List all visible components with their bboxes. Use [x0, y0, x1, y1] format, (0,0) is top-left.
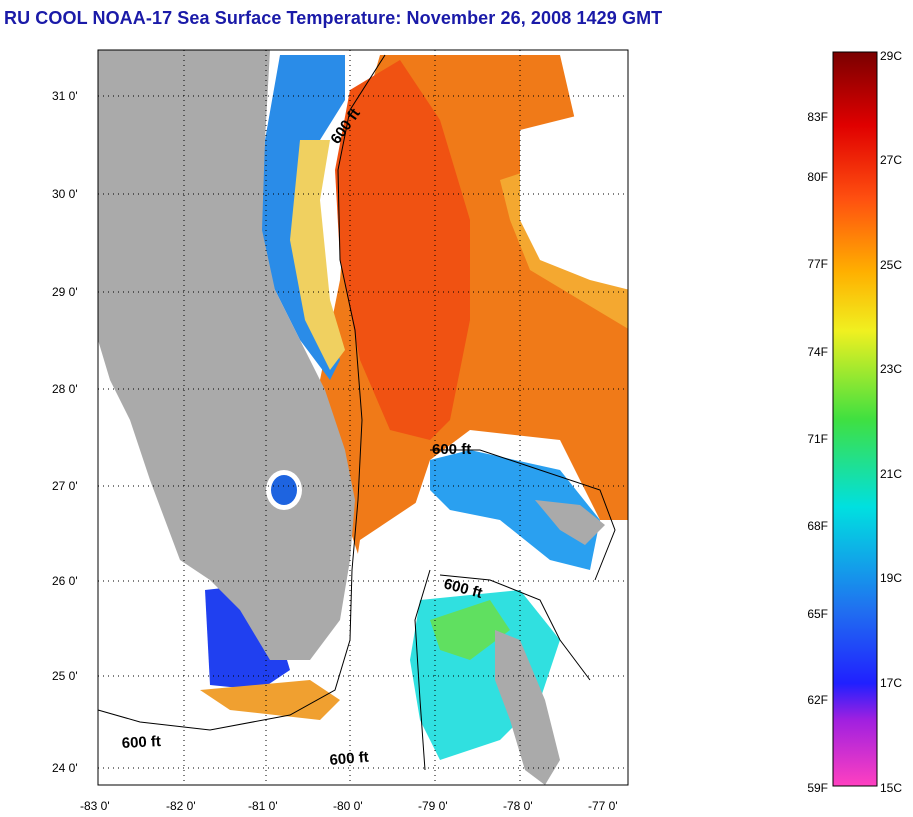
plot-frame [97, 49, 629, 786]
colorbar-label-f: 77F [807, 257, 828, 271]
colorbar-label-f: 62F [807, 693, 828, 707]
grid [98, 50, 628, 785]
lake-okeechobee [271, 475, 297, 505]
lon-tick-label: -78 0' [503, 799, 533, 813]
contour-600ft-west [97, 54, 386, 731]
lat-tick-label: 30 0' [52, 187, 78, 201]
lat-tick-label: 29 0' [52, 285, 78, 299]
bahamas-land [495, 630, 560, 785]
colorbar-label-c: 15C [880, 781, 902, 795]
contour-600ft-bahamas-north [430, 449, 616, 581]
colorbar [832, 51, 878, 787]
contour-600ft-channel [414, 569, 431, 771]
contour-label: 600 ft [329, 749, 370, 769]
colorbar-label-f: 59F [807, 781, 828, 795]
lon-tick-label: -80 0' [333, 799, 363, 813]
lon-tick-label: -83 0' [80, 799, 110, 813]
sst-field [200, 55, 628, 760]
colorbar-label-c: 23C [880, 362, 902, 376]
lon-tick-label: -82 0' [166, 799, 196, 813]
colorbar-fahrenheit-labels: 83F 80F 77F 74F 71F 68F 65F 62F 59F [807, 110, 828, 795]
lon-tick-label: -81 0' [248, 799, 278, 813]
lon-axis: -83 0' -82 0' -81 0' -80 0' -79 0' -78 0… [80, 799, 618, 813]
colorbar-label-f: 71F [807, 432, 828, 446]
lat-tick-label: 27 0' [52, 479, 78, 493]
colorbar-label-f: 65F [807, 607, 828, 621]
lat-axis: 31 0' 30 0' 29 0' 28 0' 27 0' 26 0' 25 0… [52, 89, 78, 775]
colorbar-label-c: 27C [880, 153, 902, 167]
lat-tick-label: 28 0' [52, 382, 78, 396]
lat-tick-label: 24 0' [52, 761, 78, 775]
colorbar-label-c: 17C [880, 676, 902, 690]
lat-tick-label: 25 0' [52, 669, 78, 683]
lat-tick-label: 31 0' [52, 89, 78, 103]
lon-tick-label: -77 0' [588, 799, 618, 813]
colorbar-label-f: 74F [807, 345, 828, 359]
lon-tick-label: -79 0' [418, 799, 448, 813]
contour-600ft-bahamas-south [439, 574, 591, 681]
colorbar-celsius-labels: 29C 27C 25C 23C 21C 19C 17C 15C [880, 49, 902, 795]
colorbar-label-c: 25C [880, 258, 902, 272]
contour-label: 600 ft [432, 441, 471, 458]
lat-tick-label: 26 0' [52, 574, 78, 588]
colorbar-label-f: 68F [807, 519, 828, 533]
colorbar-label-c: 19C [880, 571, 902, 585]
colorbar-label-c: 29C [880, 49, 902, 63]
colorbar-label-f: 80F [807, 170, 828, 184]
colorbar-label-f: 83F [807, 110, 828, 124]
bahamas-land-north [535, 500, 605, 545]
contour-label: 600 ft [121, 733, 161, 752]
map-title: RU COOL NOAA-17 Sea Surface Temperature:… [4, 8, 663, 28]
colorbar-label-c: 21C [880, 467, 902, 481]
